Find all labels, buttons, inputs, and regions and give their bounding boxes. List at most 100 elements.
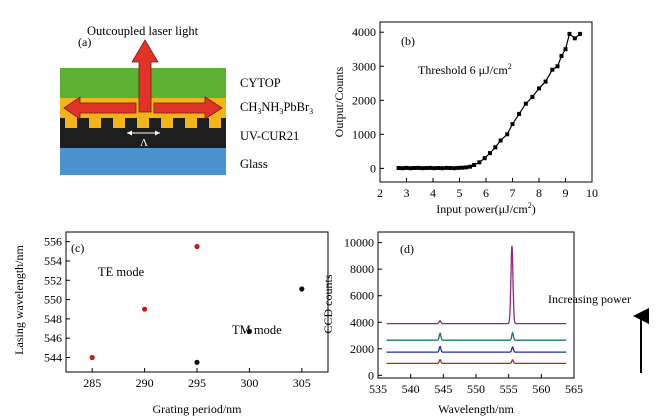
panel-c-xtick-label: 300 <box>240 376 258 390</box>
panel-b-data-point <box>420 166 425 171</box>
panel-c-te-point <box>89 354 95 361</box>
panel-b-data-point <box>424 166 429 170</box>
panel-c-tm-point <box>246 328 252 334</box>
panel-b-data-point <box>559 54 564 58</box>
panel-b-ytick-label: 2000 <box>352 93 376 107</box>
panel-a-schematic: (a) Outcoupled laser light Λ CYTOP CH3NH… <box>60 24 313 175</box>
panel-b-data-point <box>436 166 441 170</box>
layer-label-glass: Glass <box>240 157 268 171</box>
panel-d-spectrum-line <box>386 331 567 341</box>
panel-b-data-point <box>468 164 473 169</box>
panel-d-increasing-power: Increasing power <box>548 292 631 306</box>
panel-c-tm-point <box>299 286 305 292</box>
right-arrow-icon <box>153 96 223 120</box>
panel-b-xtick-label: 4 <box>430 186 436 200</box>
panel-d-chart: (d) Increasing power Wavelength/nm CCD c… <box>321 231 649 416</box>
panel-c-chart: (c) TE mode TM mode Grating period/nm La… <box>12 231 329 416</box>
layer-glass <box>60 148 226 175</box>
panel-b-xtick-label: 9 <box>563 186 569 200</box>
panel-c-tm-annotation: TM mode <box>232 323 282 337</box>
period-marker-right-icon <box>155 130 160 136</box>
panel-b-label: (b) <box>401 34 415 48</box>
panel-b-data-point <box>460 165 465 170</box>
panel-b-chart: (b) Threshold 6 μJ/cm2 Input power(μJ/cm… <box>332 21 598 216</box>
panel-b-data-point <box>505 132 510 137</box>
panel-c-tm-point <box>194 359 200 365</box>
panel-b-data-point <box>578 31 583 36</box>
panel-d-xtick-label: 545 <box>434 382 452 396</box>
panel-b-data-point <box>482 156 487 161</box>
panel-d-xlabel: Wavelength/nm <box>438 402 514 416</box>
panel-c-te-point <box>142 306 148 312</box>
panel-d-spectrum-line <box>386 345 567 353</box>
panel-b-data-point <box>444 165 449 170</box>
panel-b-data-point <box>517 111 522 116</box>
up-arrow-icon <box>131 39 159 113</box>
panel-b-data-point <box>396 166 401 170</box>
panel-b-xtick-label: 5 <box>457 186 463 200</box>
panel-d-xtick-label: 555 <box>500 382 518 396</box>
panel-d-xtick-label: 540 <box>402 382 420 396</box>
panel-c-te-point <box>194 243 200 250</box>
panel-c-label: (c) <box>71 241 84 255</box>
panel-c-ytick-label: 552 <box>44 273 62 287</box>
left-arrow-icon <box>63 96 137 120</box>
panel-b-data-point <box>456 165 461 170</box>
panel-c-xtick-label: 290 <box>136 376 154 390</box>
outcoupled-light-label: Outcoupled laser light <box>87 24 199 38</box>
panel-c-ytick-label: 548 <box>44 312 62 326</box>
panel-c-xtick-label: 305 <box>293 376 311 390</box>
panel-b-data-point <box>498 138 503 143</box>
panel-b-series-line <box>398 32 581 169</box>
panel-b-data-point <box>428 165 433 170</box>
panel-c-xtick-label: 295 <box>188 376 206 390</box>
panel-b-data-point <box>412 166 417 170</box>
panel-b-data-point <box>488 151 492 156</box>
panel-b-data-point <box>416 165 421 170</box>
panel-b-data-point <box>477 160 482 165</box>
grating-symbol: Λ <box>140 137 148 149</box>
panel-b-data-point <box>563 47 568 52</box>
layer-label-cytop: CYTOP <box>240 76 281 90</box>
panel-b-data-point <box>464 165 469 170</box>
panel-a-label: (a) <box>78 35 91 49</box>
panel-b-data-point <box>510 122 515 127</box>
panel-b-data-point <box>400 166 405 171</box>
panel-d-xtick-label: 560 <box>532 382 550 396</box>
panel-d-label: (d) <box>400 242 414 256</box>
panel-b-ylabel: Output/Counts <box>332 66 346 137</box>
panel-b-data-point <box>408 166 413 171</box>
panel-d-ytick-label: 2000 <box>350 342 374 356</box>
panel-b-data-point <box>493 145 498 150</box>
period-marker-left-icon <box>127 130 132 136</box>
panel-b-ytick-label: 1000 <box>352 127 376 141</box>
panel-c-ytick-label: 544 <box>44 351 62 365</box>
panel-b-data-point <box>530 94 535 99</box>
panel-b-xtick-label: 6 <box>483 186 489 200</box>
panel-b-ytick-label: 4000 <box>352 25 376 39</box>
panel-c-te-annotation: TE mode <box>98 265 145 279</box>
panel-b-data-point <box>555 64 560 69</box>
panel-b-data-point <box>567 31 572 36</box>
panel-d-ylabel: CCD counts <box>321 274 335 333</box>
panel-b-xtick-label: 8 <box>536 186 542 200</box>
panel-b-xtick-label: 3 <box>404 186 410 200</box>
panel-b-xtick-label: 10 <box>586 186 598 200</box>
panel-b-threshold-annotation: Threshold 6 μJ/cm2 <box>418 62 512 77</box>
panel-d-xtick-label: 565 <box>565 382 583 396</box>
panel-b-data-point <box>404 165 409 170</box>
panel-c-ytick-label: 546 <box>44 331 62 345</box>
panel-d-spectrum-line <box>386 245 567 325</box>
panel-b-data-point <box>432 166 437 171</box>
panel-c-frame <box>65 231 329 373</box>
panel-c-ytick-label: 556 <box>44 235 62 249</box>
panel-c-ylabel: Lasing wavelength/nm <box>12 245 26 355</box>
panel-b-data-point <box>572 36 577 41</box>
panel-b-data-point <box>452 166 457 171</box>
panel-b-ytick-label: 3000 <box>352 59 376 73</box>
panel-d-spectrum-line <box>386 358 567 365</box>
panel-d-xtick-label: 550 <box>467 382 485 396</box>
layer-label-perovskite: CH3NH3PbBr3 <box>240 100 313 116</box>
panel-d-marks: 535 540 545 550 555 560 565 0 2000 4000 6000 8000 10… <box>344 236 583 396</box>
